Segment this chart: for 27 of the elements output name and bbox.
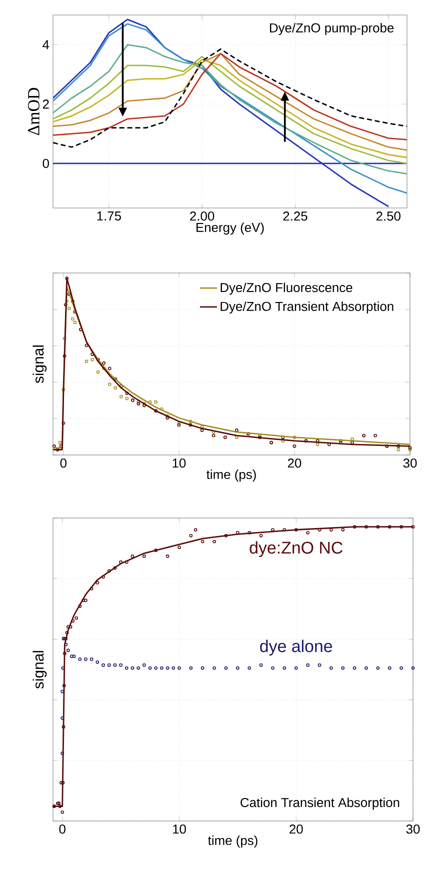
x-tick-label: 10 [173, 824, 186, 834]
x-tick-label: 30 [403, 458, 417, 468]
x-axis-title: time (ps) [208, 836, 258, 848]
y-axis-title: signal [32, 345, 47, 384]
x-tick-label: 20 [290, 824, 303, 834]
legend-label: Dye/ZnO Fluorescence [220, 282, 352, 295]
y-axis-title: signal [32, 650, 47, 689]
x-axis-title: time (ps) [206, 470, 256, 482]
legend-label: Dye/ZnO Transient Absorption [220, 301, 394, 314]
x-tick-label: 2.25 [283, 212, 308, 221]
series-label: dye:ZnO NC [250, 541, 343, 558]
annotation: Cation Transient Absorption [240, 798, 400, 810]
series-label: dye alone [260, 640, 332, 656]
y-tick-label: 4 [42, 40, 50, 50]
annotation: Dye/ZnO pump-probe [270, 22, 394, 36]
x-axis-title: Energy (eV) [196, 222, 264, 235]
x-tick-label: 30 [406, 824, 420, 834]
x-tick-label: 2.00 [190, 212, 214, 221]
x-tick-label: 1.75 [97, 212, 121, 221]
x-tick-label: 2.50 [376, 212, 400, 221]
x-tick-label: 20 [288, 458, 302, 468]
x-tick-label: 0 [59, 824, 66, 834]
x-tick-label: 10 [172, 458, 186, 468]
y-axis-title: ΔmOD [28, 88, 40, 136]
y-tick-label: 2 [42, 100, 49, 109]
x-tick-label: 0 [60, 458, 66, 468]
y-tick-label: 0 [42, 158, 49, 168]
